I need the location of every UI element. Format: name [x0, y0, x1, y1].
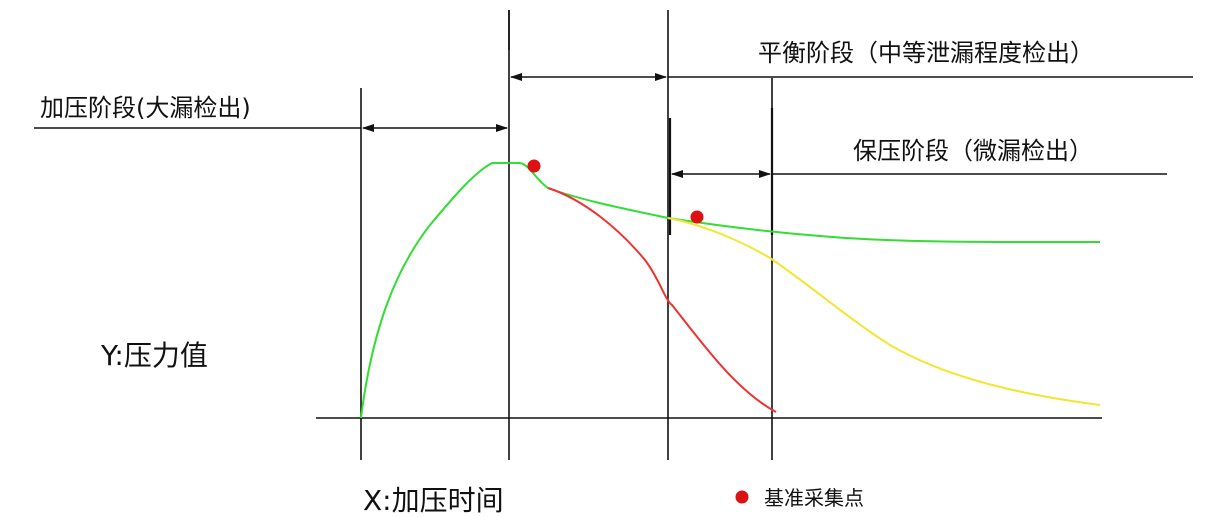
red-pressure-curve [547, 187, 777, 413]
green-pressure-curve [360, 162, 1101, 419]
hold-phase-label: 保压阶段（微漏检出） [853, 137, 1093, 165]
red-dot-icon [735, 490, 749, 504]
legend-reference-point-label: 基准采集点 [764, 486, 864, 510]
x-axis-label: X:加压时间 [363, 484, 504, 517]
reference-point-1 [527, 159, 541, 173]
y-axis-label: Y:压力值 [100, 339, 208, 372]
yellow-pressure-curve [667, 217, 1101, 406]
pressurize-phase-label: 加压阶段(大漏检出) [40, 94, 251, 122]
reference-point-2 [690, 210, 704, 224]
balance-phase-label: 平衡阶段（中等泄漏程度检出） [758, 39, 1094, 67]
